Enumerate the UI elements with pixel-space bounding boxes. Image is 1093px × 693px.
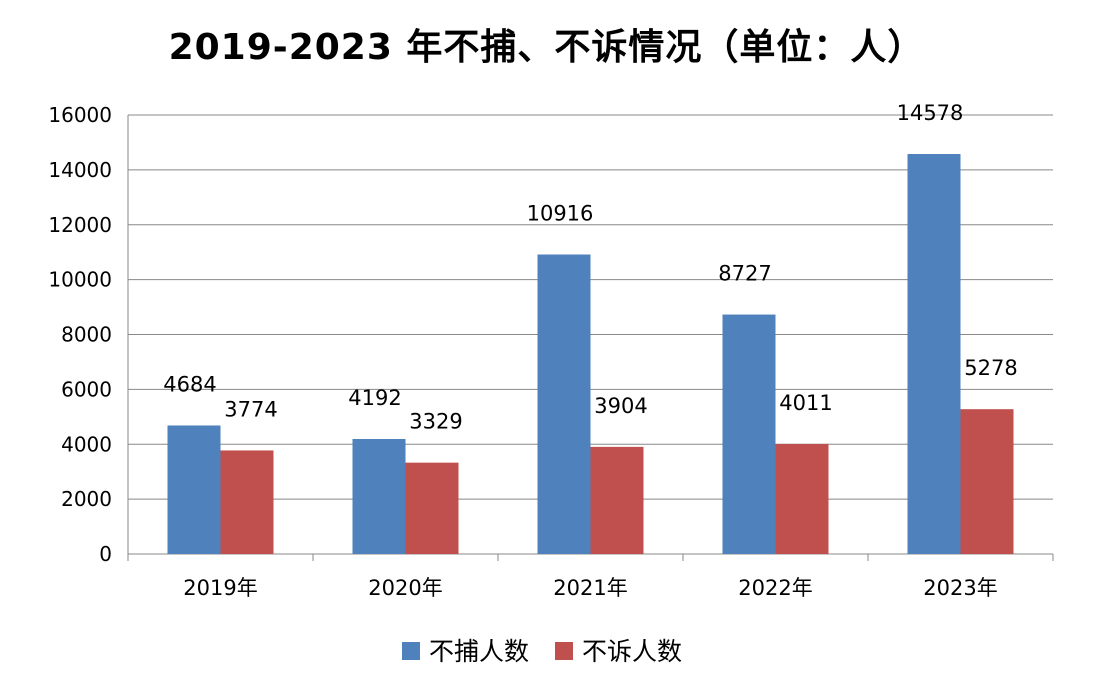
y-tick-label: 14000 <box>48 158 112 182</box>
x-category-label: 2021年 <box>553 576 627 600</box>
bar-series-0-2022年 <box>722 314 776 554</box>
y-tick-label: 12000 <box>48 213 112 237</box>
data-label: 4684 <box>163 372 216 396</box>
y-tick-label: 8000 <box>61 323 112 347</box>
data-label: 4192 <box>348 386 401 410</box>
y-tick-label: 2000 <box>61 487 112 511</box>
y-tick-label: 0 <box>99 542 112 566</box>
data-label: 3774 <box>224 397 277 421</box>
y-tick-label: 10000 <box>48 268 112 292</box>
legend-label: 不诉人数 <box>582 637 682 666</box>
bar-series-1-2019年 <box>220 450 274 554</box>
y-tick-label: 4000 <box>61 432 112 456</box>
bar-series-0-2021年 <box>537 254 591 554</box>
bar-series-1-2022年 <box>775 443 829 554</box>
bar-series-1-2020年 <box>405 462 459 554</box>
bar-series-1-2023年 <box>960 409 1014 554</box>
x-category-label: 2022年 <box>738 576 812 600</box>
data-label: 5278 <box>964 356 1017 380</box>
legend-label: 不捕人数 <box>429 637 529 666</box>
legend-swatch <box>402 642 420 660</box>
y-tick-label: 6000 <box>61 377 112 401</box>
data-label: 10916 <box>527 201 594 225</box>
x-category-label: 2019年 <box>183 576 257 600</box>
legend: 不捕人数 不诉人数 <box>402 637 682 666</box>
data-label: 14578 <box>897 101 964 125</box>
data-label: 3904 <box>594 394 647 418</box>
labels-layer: 0 2000 4000 6000 8000 10000 12000 14000 16000 468… <box>48 101 1017 600</box>
data-label: 4011 <box>779 391 832 415</box>
bar-series-0-2020年 <box>352 438 406 554</box>
data-label: 8727 <box>718 262 771 286</box>
legend-swatch <box>555 642 573 660</box>
x-category-label: 2020年 <box>368 576 442 600</box>
data-label: 3329 <box>409 410 462 434</box>
bar-series-0-2019年 <box>167 425 221 554</box>
chart-title: 2019-2023 年不捕、不诉情况（单位：人） <box>168 27 925 68</box>
bars-layer <box>167 154 1014 555</box>
x-category-label: 2023年 <box>923 576 997 600</box>
bar-series-0-2023年 <box>907 154 961 555</box>
y-tick-label: 16000 <box>48 103 112 127</box>
bar-series-1-2021年 <box>590 446 644 554</box>
